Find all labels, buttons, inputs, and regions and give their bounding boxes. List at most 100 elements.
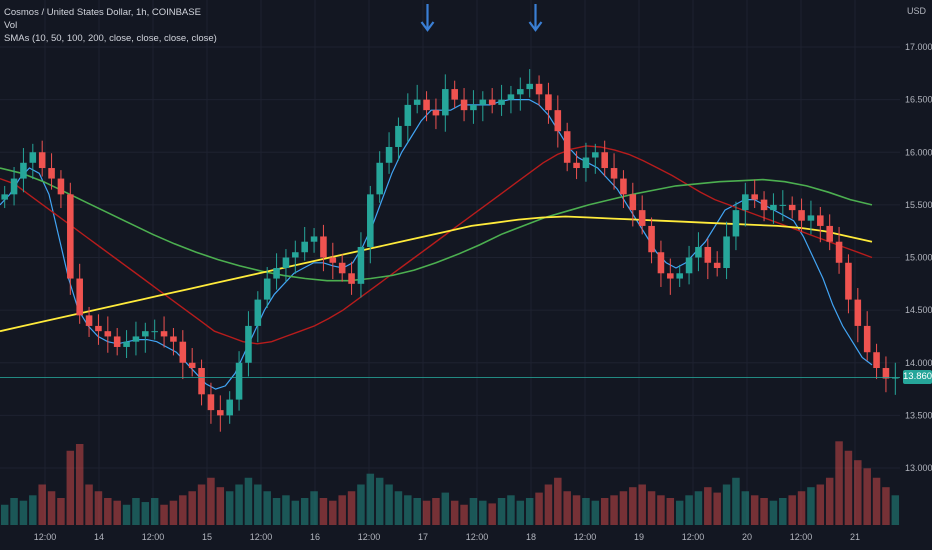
candle-body xyxy=(423,99,430,111)
x-tick-label: 12:00 xyxy=(682,532,705,542)
sma-lines xyxy=(0,98,873,390)
candle-body xyxy=(526,83,533,90)
volume-bar xyxy=(497,498,506,525)
y-tick-label: 17.000 xyxy=(905,42,932,52)
candle-body xyxy=(38,152,46,169)
x-tick-label: 12:00 xyxy=(34,532,57,542)
time-axis[interactable]: 12:00 14 12:00 15 12:00 16 12:00 17 12:00 18 12:00… xyxy=(34,532,860,542)
x-tick-label: 14 xyxy=(94,532,104,542)
volume-bar xyxy=(535,492,543,525)
volume-bar xyxy=(750,495,759,525)
volume-bar xyxy=(657,495,665,525)
volume-bar xyxy=(797,491,806,525)
candle-body xyxy=(845,262,852,300)
volume-bar xyxy=(150,498,159,525)
candle-body xyxy=(292,252,299,258)
y-tick-label: 16.500 xyxy=(905,95,932,105)
volume-bar xyxy=(572,495,581,525)
candle-body xyxy=(273,268,280,279)
volume-bar xyxy=(113,500,121,525)
candle-body xyxy=(863,325,871,353)
x-tick-label: 18 xyxy=(526,532,536,542)
vol-indicator-label[interactable]: Vol xyxy=(4,20,18,31)
volume-bar xyxy=(357,484,365,525)
volume-bar xyxy=(47,491,56,525)
candle-body xyxy=(704,246,712,263)
candle-body xyxy=(329,257,337,263)
volume-bar xyxy=(666,498,675,525)
candle-body xyxy=(320,236,327,258)
candles xyxy=(1,69,899,432)
volume-bar xyxy=(769,500,778,525)
candle-body xyxy=(610,168,618,179)
volume-bar xyxy=(779,498,787,525)
volume-bar xyxy=(132,498,140,525)
volume-bar xyxy=(882,487,890,525)
y-tick-label: 13.000 xyxy=(905,463,932,473)
volume-bar xyxy=(629,487,637,525)
volume-bar xyxy=(600,498,609,525)
sma-line-1 xyxy=(0,98,873,390)
volume-bar xyxy=(863,468,871,525)
volume-bar xyxy=(638,484,646,525)
y-tick-label: 14.500 xyxy=(905,305,932,315)
candle-body xyxy=(67,194,74,279)
symbol-title[interactable]: Cosmos / United States Dollar, 1h, COINB… xyxy=(4,7,201,18)
currency-label: USD xyxy=(907,6,927,16)
candle-body xyxy=(667,273,674,279)
candle-body xyxy=(404,104,412,126)
volume-bar xyxy=(347,491,356,525)
x-tick-label: 12:00 xyxy=(250,532,273,542)
sma-indicator-label[interactable]: SMAs (10, 50, 100, 200, close, close, cl… xyxy=(4,33,217,44)
volume-bar xyxy=(310,491,318,525)
volume-bar xyxy=(704,487,712,525)
candle-body xyxy=(732,210,740,237)
candle-body xyxy=(123,341,130,347)
x-tick-label: 15 xyxy=(202,532,212,542)
price-axis[interactable]: USD 13.000 13.500 14.000 14.500 15.000 15.500 1… xyxy=(905,6,932,473)
volume-bar xyxy=(469,498,478,525)
last-price-tag: 13.860 xyxy=(903,370,932,385)
x-tick-label: 16 xyxy=(310,532,320,542)
candle-body xyxy=(760,199,768,211)
volume-bar xyxy=(741,491,750,525)
volume-bar xyxy=(291,500,300,525)
candle-body xyxy=(826,225,833,242)
volume-bar xyxy=(450,500,459,525)
x-tick-label: 12:00 xyxy=(790,532,813,542)
candle-body xyxy=(460,99,468,111)
volume-bar xyxy=(197,484,206,525)
volume-bar xyxy=(38,484,46,525)
candle-body xyxy=(142,331,149,337)
candle-body xyxy=(76,278,83,316)
candle-body xyxy=(254,299,262,326)
candle-body xyxy=(48,168,55,179)
volume-bar xyxy=(75,444,84,525)
candle-body xyxy=(338,262,346,274)
annotation-arrows xyxy=(420,4,543,32)
sma-line-2 xyxy=(0,145,873,345)
volume-bar xyxy=(816,484,825,525)
candle-body xyxy=(563,131,571,163)
candle-body xyxy=(507,94,515,100)
candle-body xyxy=(479,99,487,105)
candle-body xyxy=(742,194,749,211)
candle-body xyxy=(179,341,187,363)
x-tick-label: 20 xyxy=(742,532,752,542)
volume-bar xyxy=(872,477,881,525)
volume-bar xyxy=(432,498,440,525)
volume-bar xyxy=(525,498,534,525)
volume-bar xyxy=(554,477,562,525)
volume-bar xyxy=(835,441,843,525)
volume-bar xyxy=(282,495,290,525)
x-tick-label: 19 xyxy=(634,532,644,542)
candle-body xyxy=(751,194,758,200)
volume-bar xyxy=(104,498,112,525)
volume-bar xyxy=(722,484,731,525)
x-tick-label: 21 xyxy=(850,532,860,542)
candle-body xyxy=(573,162,580,169)
volume-bar xyxy=(788,495,796,525)
candle-body xyxy=(835,241,843,263)
x-tick-label: 12:00 xyxy=(574,532,597,542)
